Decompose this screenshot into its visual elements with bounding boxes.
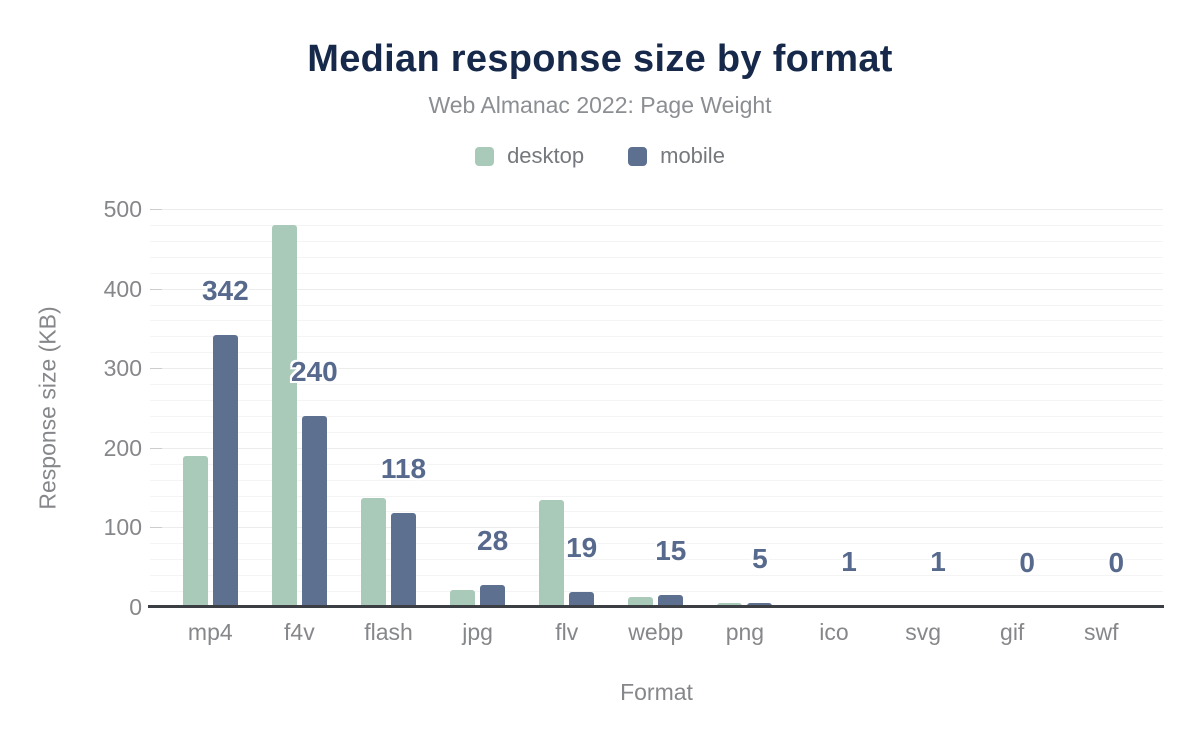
legend: desktop mobile — [0, 143, 1200, 169]
y-axis-tick-mark — [150, 447, 162, 449]
data-label-gif: 0 — [1019, 547, 1035, 578]
bar-desktop-flash[interactable] — [361, 498, 386, 607]
minor-gridline — [150, 304, 1163, 306]
bar-mobile-jpg[interactable] — [480, 585, 506, 607]
minor-gridline — [150, 415, 1163, 417]
minor-gridline — [150, 384, 1163, 386]
data-label-f4v: 240 — [291, 356, 338, 387]
major-gridline — [150, 368, 1163, 370]
x-tick-label-png: png — [725, 619, 765, 645]
minor-gridline — [150, 336, 1163, 338]
data-label-png: 5 — [752, 543, 768, 574]
minor-gridline — [150, 240, 1163, 242]
chart-subtitle: Web Almanac 2022: Page Weight — [428, 92, 772, 118]
x-tick-label-svg: svg — [905, 619, 941, 645]
data-label-swf: 0 — [1108, 547, 1125, 578]
y-axis-tick-mark — [150, 368, 162, 370]
minor-gridline — [150, 543, 1163, 545]
plot-area — [150, 209, 1163, 607]
y-axis-tick-mark — [150, 209, 162, 210]
minor-gridline — [150, 495, 1163, 497]
bar-desktop-mp4[interactable] — [182, 456, 208, 607]
x-tick-label-flv: flv — [555, 619, 579, 645]
mobile-swatch-icon — [628, 146, 648, 166]
y-tick-label: 100 — [103, 514, 142, 540]
minor-gridline — [150, 431, 1163, 433]
x-tick-label-webp: webp — [628, 619, 684, 645]
y-tick-label: 500 — [103, 196, 142, 222]
minor-gridline — [150, 272, 1163, 274]
bar-desktop-f4v[interactable] — [271, 225, 297, 607]
x-tick-label-flash: flash — [364, 619, 413, 645]
legend-label-desktop: desktop — [507, 143, 585, 168]
x-tick-label-mp4: mp4 — [187, 619, 233, 645]
minor-gridline — [150, 463, 1163, 465]
minor-gridline — [150, 320, 1163, 322]
data-label-webp: 15 — [655, 535, 687, 566]
y-tick-label: 300 — [103, 355, 142, 381]
y-tick-label: 400 — [103, 276, 142, 302]
data-label-ico: 1 — [841, 546, 857, 577]
major-gridline — [150, 209, 1163, 210]
bar-desktop-jpg[interactable] — [450, 590, 476, 607]
bar-mobile-f4v[interactable] — [301, 416, 327, 607]
desktop-swatch-icon — [475, 146, 495, 166]
legend-item-mobile[interactable]: mobile — [628, 143, 725, 169]
minor-gridline — [150, 352, 1163, 354]
x-tick-label-ico: ico — [819, 619, 849, 645]
minor-gridline — [150, 256, 1163, 258]
bar-mobile-mp4[interactable] — [212, 335, 238, 607]
bar-desktop-webp[interactable] — [628, 597, 654, 607]
minor-gridline — [150, 400, 1163, 402]
x-tick-label-swf: swf — [1084, 619, 1119, 645]
minor-gridline — [150, 224, 1163, 226]
x-axis-title: Format — [620, 679, 693, 705]
minor-gridline — [150, 511, 1163, 513]
data-label-jpg: 28 — [477, 525, 509, 556]
major-gridline — [150, 447, 1163, 449]
x-axis-line — [148, 605, 1164, 608]
minor-gridline — [150, 575, 1163, 577]
bar-desktop-flv[interactable] — [539, 500, 565, 607]
bar-mobile-flash[interactable] — [391, 513, 416, 607]
y-tick-label: 200 — [103, 435, 142, 461]
major-gridline — [150, 527, 1163, 529]
data-label-mp4: 342 — [201, 275, 249, 306]
x-tick-label-jpg: jpg — [462, 619, 493, 645]
y-axis-title: Response size (KB) — [34, 306, 61, 510]
minor-gridline — [150, 479, 1163, 481]
data-label-flv: 19 — [566, 532, 598, 563]
y-axis-tick-mark — [150, 288, 162, 290]
chart-title: Median response size by format — [307, 38, 893, 80]
minor-gridline — [150, 591, 1163, 593]
y-axis-tick-mark — [150, 527, 162, 529]
bar-mobile-flv[interactable] — [569, 592, 595, 607]
major-gridline — [150, 288, 1163, 290]
y-tick-label: 0 — [129, 594, 142, 620]
data-label-svg: 1 — [930, 546, 946, 577]
data-label-flash: 118 — [380, 453, 427, 484]
legend-label-mobile: mobile — [660, 143, 725, 168]
x-tick-label-f4v: f4v — [284, 619, 315, 645]
minor-gridline — [150, 559, 1163, 561]
bar-mobile-webp[interactable] — [658, 595, 684, 607]
x-tick-label-gif: gif — [1000, 619, 1025, 645]
legend-item-desktop[interactable]: desktop — [475, 143, 584, 169]
